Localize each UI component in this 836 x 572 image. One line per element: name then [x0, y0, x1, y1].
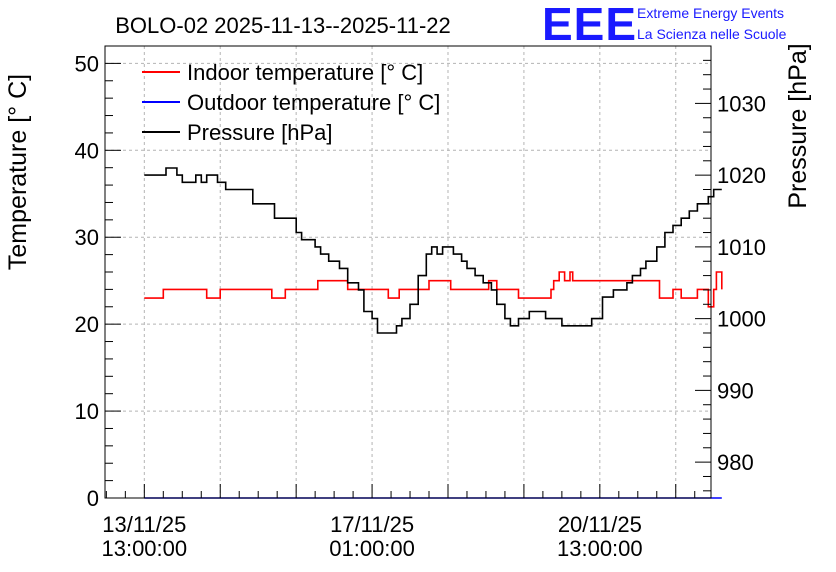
y-axis-left-title: Temperature [° C]: [4, 74, 32, 270]
x-tick-label-time: 13:00:00: [101, 536, 187, 561]
legend: Indoor temperature [° C] Outdoor temperat…: [142, 60, 440, 145]
outdoor-legend-label: Outdoor temperature [° C]: [187, 90, 440, 115]
chart-title: BOLO-02 2025-11-13--2025-11-22: [115, 13, 451, 38]
x-tick-label-date: 20/11/25: [558, 512, 642, 537]
y-right-tick-label: 1020: [717, 163, 766, 188]
org-name-line2: La Scienza nelle Scuole: [637, 26, 787, 42]
y-left-tick-label: 0: [87, 486, 99, 511]
x-tick-label-date: 13/11/25: [102, 512, 186, 537]
indoor-series-line: [144, 271, 723, 308]
series-layer: [144, 167, 723, 499]
x-tick-label-time: 13:00:00: [557, 536, 643, 561]
axes: 01020304050980990100010101020103013/11/2…: [75, 45, 766, 561]
y-axis-right-title: Pressure [hPa]: [784, 43, 812, 208]
y-left-tick-label: 40: [75, 138, 99, 163]
x-tick-label-date: 17/11/25: [330, 512, 414, 537]
y-left-tick-label: 20: [75, 312, 99, 337]
pressure-series-line: [144, 167, 722, 334]
eee-logo: EEE: [542, 0, 637, 50]
y-right-tick-label: 1000: [717, 307, 766, 332]
indoor-legend-label: Indoor temperature [° C]: [187, 60, 423, 85]
pressure-legend-label: Pressure [hPa]: [187, 120, 333, 145]
y-right-tick-label: 980: [717, 450, 754, 475]
x-tick-label-time: 01:00:00: [329, 536, 415, 561]
y-right-tick-label: 1010: [717, 235, 766, 260]
y-right-tick-label: 1030: [717, 91, 766, 116]
y-left-tick-label: 10: [75, 399, 99, 424]
org-name-line1: Extreme Energy Events: [637, 5, 784, 21]
y-right-tick-label: 990: [717, 378, 754, 403]
y-left-tick-label: 30: [75, 225, 99, 250]
y-left-tick-label: 50: [75, 51, 99, 76]
gridlines: [105, 46, 711, 498]
